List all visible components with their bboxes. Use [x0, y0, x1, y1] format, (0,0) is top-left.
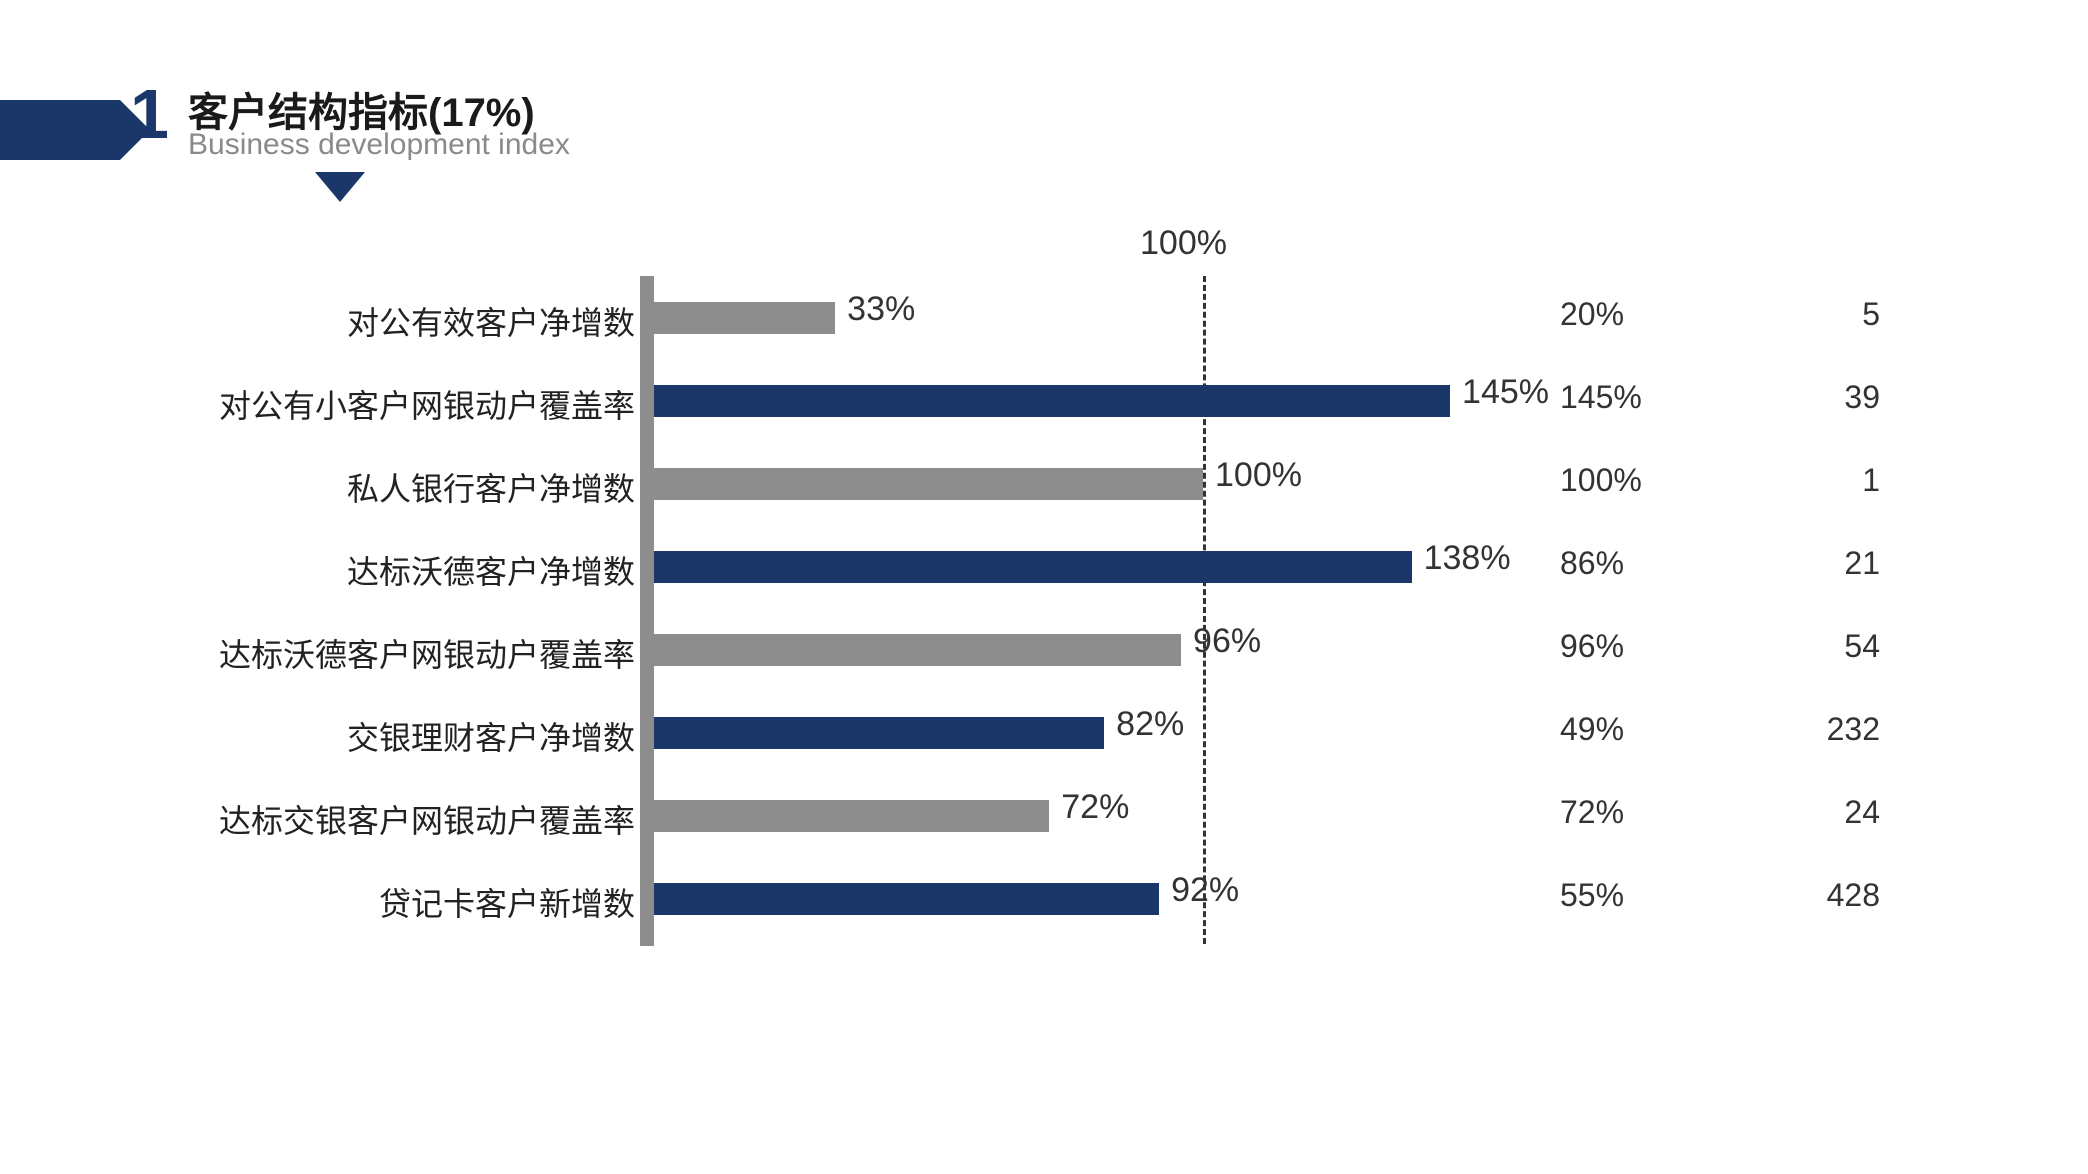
bar-value-label: 33% [847, 290, 915, 329]
bar-value-label: 72% [1061, 788, 1129, 827]
row-label: 对公有效客户净增数 [140, 298, 635, 344]
row-label: 达标沃德客户净增数 [140, 547, 635, 593]
bar-value-label: 100% [1215, 456, 1302, 495]
row-label: 对公有小客户网银动户覆盖率 [140, 381, 635, 427]
bar-value-label: 96% [1193, 622, 1261, 661]
bar [654, 385, 1450, 417]
bar-value-label: 145% [1462, 373, 1549, 412]
chart-row: 达标交银客户网银动户覆盖率 72% 72% 24 [140, 774, 1940, 857]
chart-row: 私人银行客户净增数 100% 100% 1 [140, 442, 1940, 525]
column-percent: 49% [1560, 711, 1720, 748]
bar [654, 468, 1203, 500]
bar [654, 551, 1412, 583]
column-number: 1 [1760, 462, 1880, 499]
bar [654, 634, 1181, 666]
column-percent: 86% [1560, 545, 1720, 582]
chart-row: 贷记卡客户新增数 92% 55% 428 [140, 857, 1940, 940]
row-label: 达标沃德客户网银动户覆盖率 [140, 630, 635, 676]
bar [654, 883, 1159, 915]
header-accent-shape [0, 100, 120, 160]
chart-row: 达标沃德客户网银动户覆盖率 96% 96% 54 [140, 608, 1940, 691]
chart-row: 达标沃德客户净增数 138% 86% 21 [140, 525, 1940, 608]
column-percent: 100% [1560, 462, 1720, 499]
column-number: 21 [1760, 545, 1880, 582]
column-percent: 55% [1560, 877, 1720, 914]
chart-row: 对公有小客户网银动户覆盖率 145% 145% 39 [140, 359, 1940, 442]
column-percent: 96% [1560, 628, 1720, 665]
bar [654, 302, 835, 334]
column-percent: 20% [1560, 296, 1720, 333]
bar-value-label: 82% [1116, 705, 1184, 744]
row-label: 贷记卡客户新增数 [140, 879, 635, 925]
bar [654, 717, 1104, 749]
row-label: 私人银行客户净增数 [140, 464, 635, 510]
column-number: 24 [1760, 794, 1880, 831]
column-percent: 72% [1560, 794, 1720, 831]
bar-value-label: 92% [1171, 871, 1239, 910]
chart-row: 交银理财客户净增数 82% 49% 232 [140, 691, 1940, 774]
column-number: 428 [1760, 877, 1880, 914]
column-number: 39 [1760, 379, 1880, 416]
triangle-down-icon [315, 172, 365, 202]
column-number: 232 [1760, 711, 1880, 748]
section-number: 1 [130, 74, 169, 154]
column-number: 5 [1760, 296, 1880, 333]
bar [654, 800, 1049, 832]
column-number: 54 [1760, 628, 1880, 665]
row-label: 达标交银客户网银动户覆盖率 [140, 796, 635, 842]
column-percent: 145% [1560, 379, 1720, 416]
bar-value-label: 138% [1424, 539, 1511, 578]
section-subtitle: Business development index [188, 128, 570, 162]
reference-line-label: 100% [1140, 224, 1227, 263]
chart-row: 对公有效客户净增数 33% 20% 5 [140, 276, 1940, 359]
row-label: 交银理财客户净增数 [140, 713, 635, 759]
